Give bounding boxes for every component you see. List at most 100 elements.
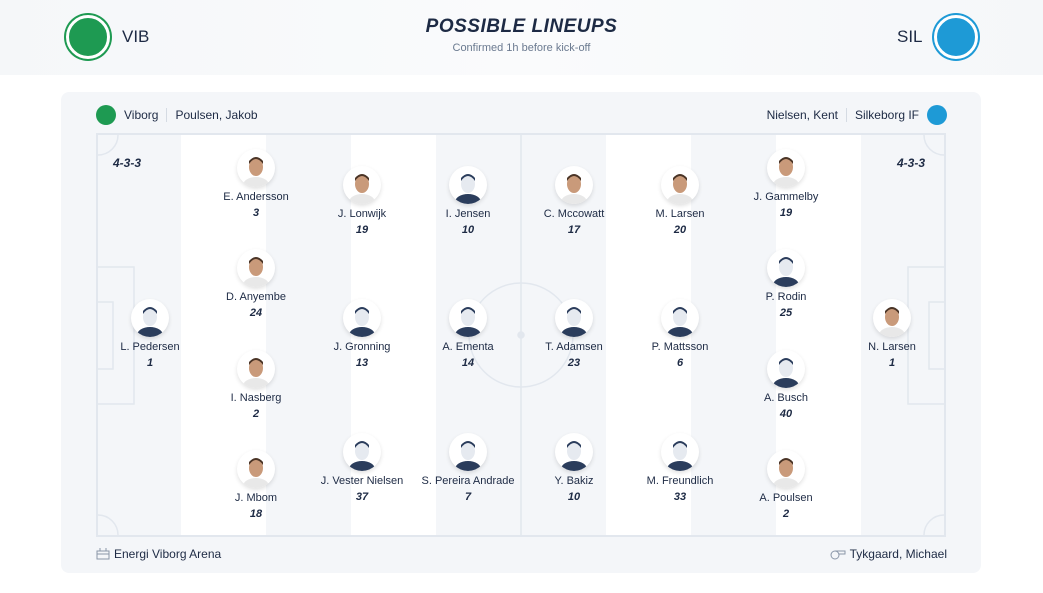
player[interactable]: Y. Bakiz 10: [519, 433, 629, 503]
player[interactable]: A. Poulsen 2: [731, 450, 841, 520]
player-name: P. Mattsson: [651, 341, 709, 353]
player-number: 2: [252, 408, 260, 420]
player-name: J. Gammelby: [753, 191, 819, 203]
player-name: M. Freundlich: [646, 475, 714, 487]
player-name: J. Vester Nielsen: [320, 475, 404, 487]
player-number: 24: [249, 307, 263, 319]
player-photo: [237, 450, 275, 488]
player-name: J. Mbom: [234, 492, 278, 504]
whistle-icon: [830, 550, 846, 560]
player-silhouette-icon: [767, 249, 805, 287]
player-photo: [661, 166, 699, 204]
player-name: D. Anyembe: [226, 291, 286, 303]
player[interactable]: D. Anyembe 24: [201, 249, 311, 319]
player-number: 37: [355, 491, 369, 503]
subtitle: Confirmed 1h before kick-off: [452, 42, 591, 54]
player-name: P. Rodin: [765, 291, 807, 303]
player-name: N. Larsen: [868, 341, 916, 353]
away-formation: 4-3-3: [897, 156, 926, 170]
player-name: T. Adamsen: [545, 341, 603, 353]
player-name: M. Larsen: [655, 208, 705, 220]
player-number: 6: [676, 357, 684, 369]
player[interactable]: S. Pereira Andrade 7: [413, 433, 523, 503]
pitch-stripe: [266, 135, 351, 535]
player-name: C. Mccowatt: [543, 208, 605, 220]
player-number: 13: [355, 357, 369, 369]
player-number: 19: [355, 224, 369, 236]
player[interactable]: P. Rodin 25: [731, 249, 841, 319]
player-photo: [237, 350, 275, 388]
home-team-name[interactable]: Viborg: [124, 108, 159, 122]
home-coach: Poulsen, Jakob: [175, 108, 258, 122]
player-name: L. Pedersen: [120, 341, 180, 353]
player-photo: [555, 166, 593, 204]
stadium-icon: [96, 548, 110, 560]
player[interactable]: J. Lonwijk 19: [307, 166, 417, 236]
viborg-crest: [66, 15, 110, 59]
player-number: 14: [461, 357, 475, 369]
player[interactable]: L. Pedersen 1: [95, 299, 205, 369]
player-number: 10: [461, 224, 475, 236]
player-number: 23: [567, 357, 581, 369]
player-number: 10: [567, 491, 581, 503]
player-photo: [237, 149, 275, 187]
player[interactable]: E. Andersson 3: [201, 149, 311, 219]
home-abbr: VIB: [122, 27, 150, 46]
stadium-name: Energi Viborg Arena: [114, 547, 222, 561]
player[interactable]: J. Gammelby 19: [731, 149, 841, 219]
player-number: 1: [888, 357, 896, 369]
player-number: 19: [779, 207, 793, 219]
player[interactable]: P. Mattsson 6: [625, 299, 735, 369]
player[interactable]: M. Larsen 20: [625, 166, 735, 236]
away-abbr: SIL: [897, 27, 923, 46]
player[interactable]: J. Gronning 13: [307, 299, 417, 369]
player[interactable]: J. Mbom 18: [201, 450, 311, 520]
player-silhouette-icon: [449, 166, 487, 204]
player[interactable]: J. Vester Nielsen 37: [307, 433, 417, 503]
player[interactable]: N. Larsen 1: [837, 299, 947, 369]
player-name: S. Pereira Andrade: [421, 475, 515, 487]
player-photo: [767, 149, 805, 187]
player-number: 3: [252, 207, 260, 219]
player-number: 33: [673, 491, 687, 503]
player[interactable]: C. Mccowatt 17: [519, 166, 629, 236]
away-team-name[interactable]: Silkeborg IF: [854, 108, 919, 122]
silkeborg-crest: [934, 15, 978, 59]
player-silhouette-icon: [449, 299, 487, 337]
player-name: A. Busch: [763, 392, 809, 404]
player-number: 18: [249, 508, 263, 520]
player[interactable]: A. Busch 40: [731, 350, 841, 420]
player[interactable]: I. Jensen 10: [413, 166, 523, 236]
player-name: E. Andersson: [223, 191, 289, 203]
player[interactable]: T. Adamsen 23: [519, 299, 629, 369]
player[interactable]: A. Ementa 14: [413, 299, 523, 369]
player-number: 17: [567, 224, 581, 236]
stadium-info: Energi Viborg Arena: [96, 547, 221, 561]
referee-info: Tykgaard, Michael: [830, 547, 947, 561]
away-coach: Nielsen, Kent: [766, 108, 838, 122]
player-name: A. Ementa: [442, 341, 494, 353]
player-number: 7: [464, 491, 472, 503]
player-silhouette-icon: [767, 350, 805, 388]
player-silhouette-icon: [661, 433, 699, 471]
away-team-bar: Nielsen, Kent Silkeborg IF: [767, 105, 947, 125]
player[interactable]: I. Nasberg 2: [201, 350, 311, 420]
player-name: A. Poulsen: [759, 492, 813, 504]
player-number: 40: [779, 408, 793, 420]
player-silhouette-icon: [555, 299, 593, 337]
player-silhouette-icon: [555, 433, 593, 471]
player[interactable]: M. Freundlich 33: [625, 433, 735, 503]
referee-name: Tykgaard, Michael: [849, 547, 947, 561]
player-photo: [767, 450, 805, 488]
player-name: I. Nasberg: [230, 392, 282, 404]
player-number: 1: [146, 357, 154, 369]
pitch-stripe: [861, 135, 944, 535]
player-photo: [873, 299, 911, 337]
divider: [166, 108, 168, 122]
player-number: 20: [673, 224, 687, 236]
player-name: I. Jensen: [445, 208, 491, 220]
pitch-stripe: [691, 135, 776, 535]
player-photo: [237, 249, 275, 287]
player-name: J. Gronning: [333, 341, 391, 353]
match-header: [0, 0, 1043, 75]
